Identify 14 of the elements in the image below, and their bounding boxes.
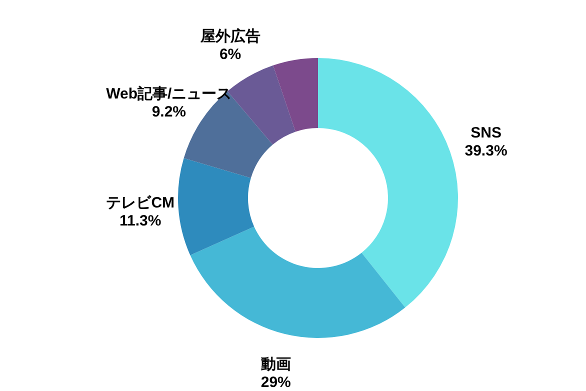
- donut-slice: [318, 58, 458, 308]
- donut-slice: [273, 58, 318, 132]
- data-label: 6%: [219, 46, 242, 64]
- data-label: 11.3%: [120, 212, 162, 230]
- slice-label: Web記事/ニュース: [106, 86, 232, 103]
- slice-label: 屋外広告: [199, 27, 260, 46]
- data-label: 29%: [260, 374, 291, 391]
- slice-label: テレビCM: [106, 194, 175, 212]
- slice-label: SNS: [470, 124, 502, 142]
- slice-label: 動画: [260, 356, 291, 373]
- donut-slice: [178, 158, 254, 256]
- data-label: 39.3%: [464, 142, 508, 160]
- donut-slice: [190, 226, 406, 338]
- data-label: 9.2%: [152, 104, 186, 121]
